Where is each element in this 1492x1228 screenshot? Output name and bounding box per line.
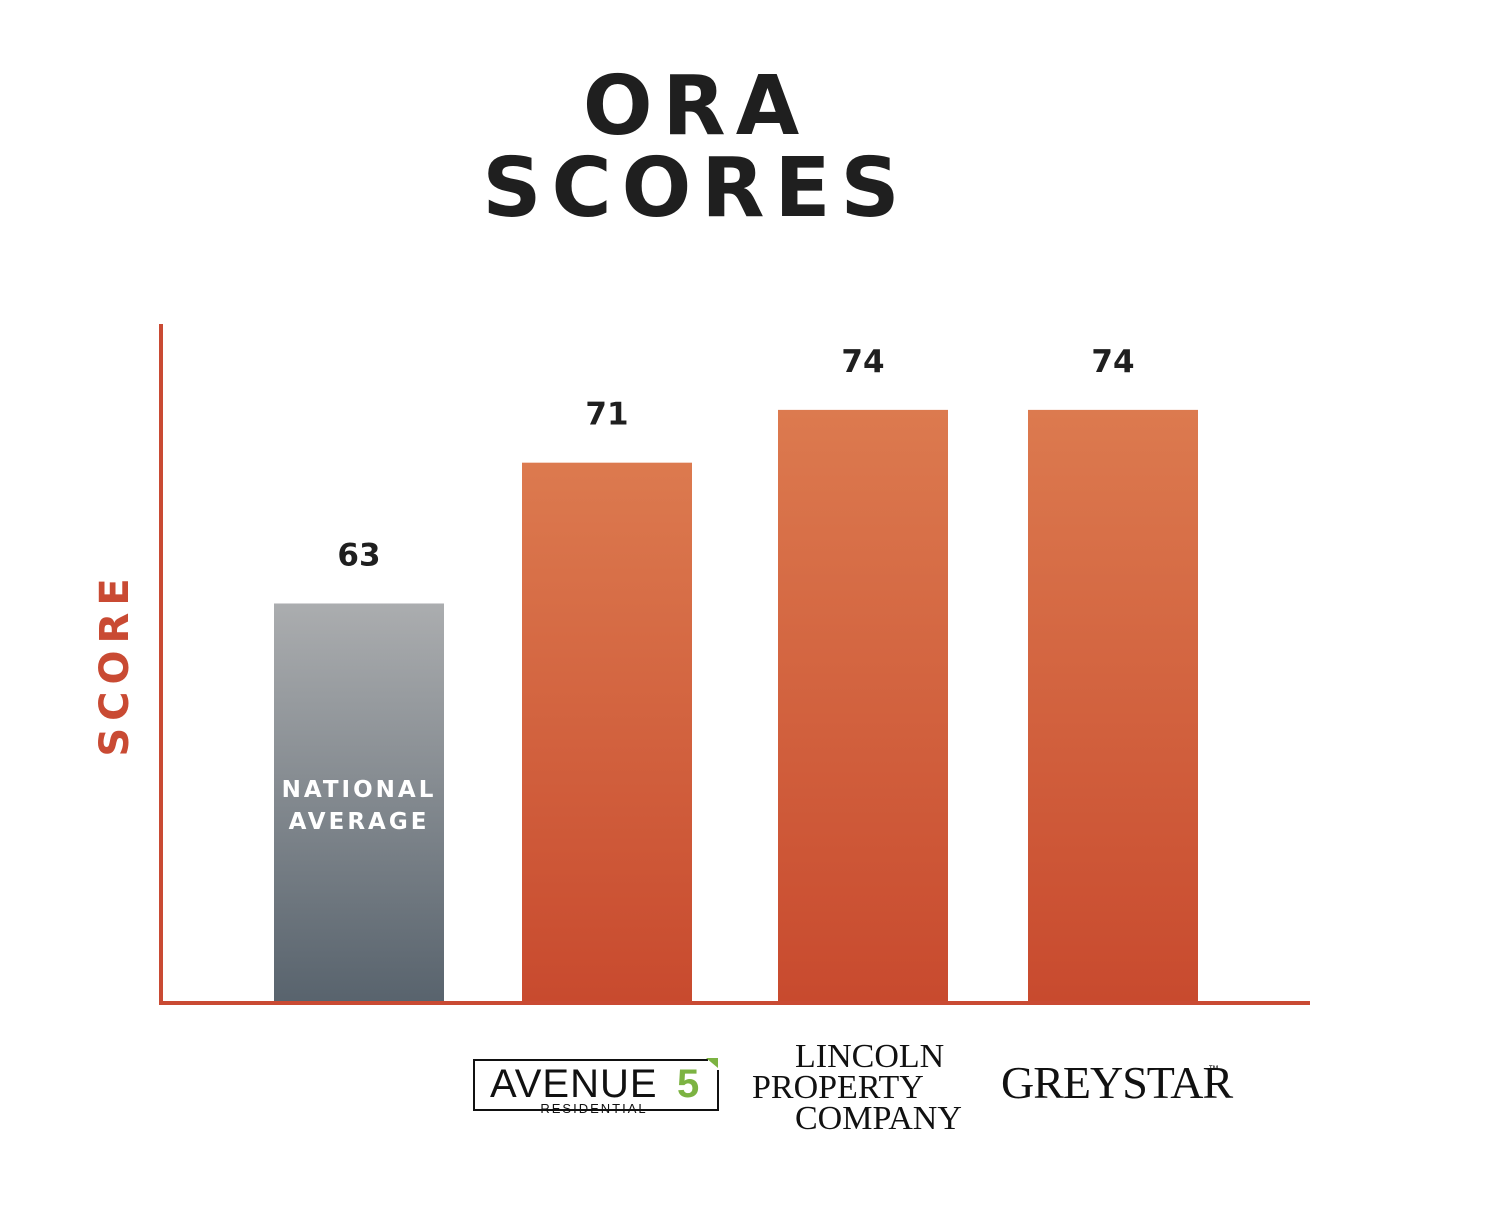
bar-2 [522, 462, 692, 1003]
value-label-2: 71 [585, 397, 628, 433]
y-axis-label: SCORE [92, 571, 138, 756]
avenue5-logo-sub: RESIDENTIAL [540, 1101, 647, 1116]
lincoln-logo-line-1: LINCOLN [795, 1038, 944, 1075]
lincoln-logo-line-3: COMPANY [795, 1100, 962, 1137]
bar-3 [778, 409, 948, 1003]
chart-title-line-1: ORA [582, 59, 810, 154]
lincoln-logo: LINCOLN PROPERTY COMPANY [752, 1038, 962, 1137]
value-label-3: 74 [841, 344, 884, 380]
lincoln-logo-line-2: PROPERTY [752, 1069, 924, 1106]
bar-1 [274, 603, 444, 1003]
chart-title-line-2: SCORES [482, 141, 910, 236]
avenue5-logo: AVENUE 5 RESIDENTIAL [473, 1058, 719, 1116]
value-labels-group: 63 71 74 74 [337, 344, 1134, 574]
bar-4 [1028, 409, 1198, 1003]
bar-inner-label-line-2: AVERAGE [289, 809, 430, 835]
value-label-4: 74 [1091, 344, 1134, 380]
value-label-1: 63 [337, 537, 380, 573]
bar-inner-label: NATIONAL AVERAGE [282, 777, 437, 835]
greystar-logo-tm: ™ [1208, 1064, 1219, 1076]
bar-inner-label-line-1: NATIONAL [282, 777, 437, 803]
avenue5-logo-name: AVENUE [490, 1062, 658, 1106]
avenue5-logo-number: 5 [677, 1062, 699, 1106]
bars-group [274, 409, 1198, 1003]
greystar-logo: GREYSTAR ™ [1001, 1057, 1234, 1108]
greystar-logo-name: GREYSTAR [1001, 1057, 1233, 1108]
